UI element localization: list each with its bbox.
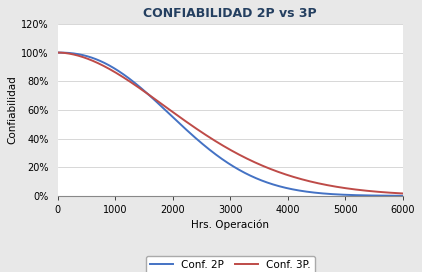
Conf. 2P — [55, 51, 60, 54]
Conf. 3P. — [265, 166, 270, 169]
Conf. 3P. — [317, 182, 322, 185]
Conf. 2P — [275, 184, 280, 187]
Conf. 2P — [317, 191, 322, 195]
Line: Conf. 2P: Conf. 2P — [58, 52, 403, 196]
Conf. 2P — [76, 53, 81, 56]
Legend: Conf. 2P, Conf. 3P.: Conf. 2P, Conf. 3P. — [146, 256, 315, 272]
Conf. 2P — [265, 181, 270, 184]
Y-axis label: Confiabilidad: Confiabilidad — [7, 76, 17, 144]
Conf. 3P. — [352, 188, 357, 191]
Title: CONFIABILIDAD 2P vs 3P: CONFIABILIDAD 2P vs 3P — [143, 7, 317, 20]
Conf. 3P. — [256, 162, 261, 165]
Conf. 2P — [400, 194, 406, 197]
X-axis label: Hrs. Operación: Hrs. Operación — [191, 219, 269, 230]
Conf. 3P. — [55, 51, 60, 54]
Conf. 3P. — [76, 54, 81, 57]
Line: Conf. 3P.: Conf. 3P. — [58, 52, 403, 193]
Conf. 2P — [256, 177, 261, 181]
Conf. 3P. — [400, 192, 406, 195]
Conf. 2P — [352, 193, 357, 197]
Conf. 3P. — [275, 170, 280, 173]
